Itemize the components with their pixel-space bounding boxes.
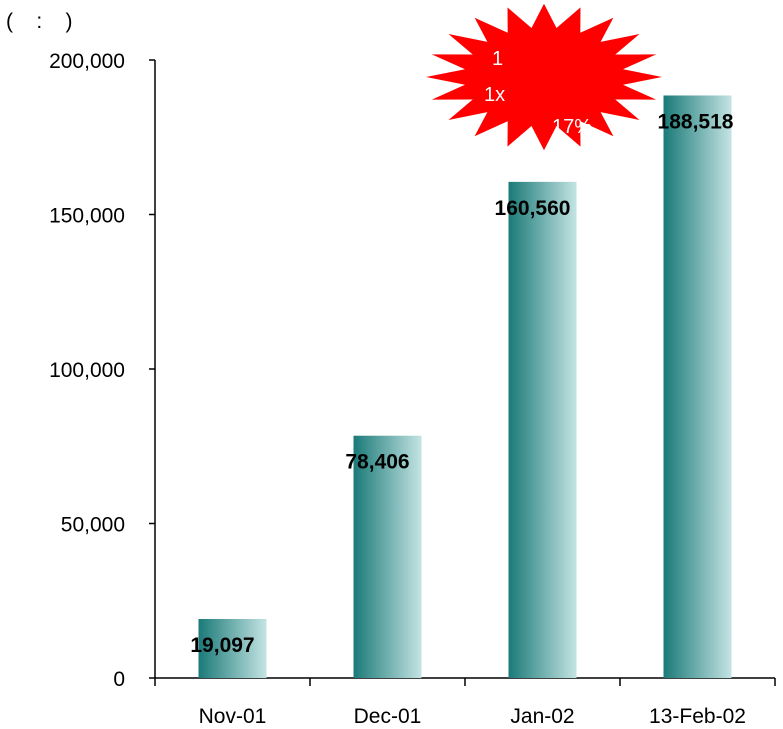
x-tick-label: Jan-02 bbox=[510, 705, 574, 728]
y-axis: 0 50,000 100,000 150,000 200,000 bbox=[49, 50, 156, 691]
x-tick-label: Nov-01 bbox=[199, 705, 267, 728]
starburst-line-3: 17% bbox=[552, 116, 592, 138]
y-tick-label: 100,000 bbox=[49, 359, 125, 382]
data-labels: 19,097 78,406 160,560 188,518 bbox=[190, 110, 733, 657]
starburst-annotation: 1 1x 17% bbox=[426, 3, 662, 151]
y-tick-label: 0 bbox=[113, 668, 125, 691]
y-tick-label: 150,000 bbox=[49, 205, 125, 228]
bars bbox=[198, 95, 732, 679]
bar bbox=[508, 181, 577, 678]
bar-value-label: 19,097 bbox=[190, 634, 254, 657]
x-tick-label: 13-Feb-02 bbox=[649, 705, 746, 728]
y-tick-label: 200,000 bbox=[49, 50, 125, 73]
y-tick-label: 50,000 bbox=[61, 514, 125, 537]
bar-value-label: 188,518 bbox=[658, 110, 734, 133]
x-axis: Nov-01 Dec-01 Jan-02 13-Feb-02 bbox=[154, 677, 776, 728]
starburst-line-2: 1x bbox=[484, 84, 505, 106]
x-tick-label: Dec-01 bbox=[354, 705, 422, 728]
bar bbox=[353, 435, 422, 678]
starburst-shape bbox=[426, 3, 662, 151]
bar bbox=[198, 618, 267, 678]
bar-value-label: 78,406 bbox=[345, 451, 409, 474]
bar bbox=[663, 95, 732, 679]
starburst-line-1: 1 bbox=[492, 48, 503, 70]
bar-value-label: 160,560 bbox=[495, 197, 571, 220]
unit-label: ( : ) bbox=[6, 10, 73, 33]
